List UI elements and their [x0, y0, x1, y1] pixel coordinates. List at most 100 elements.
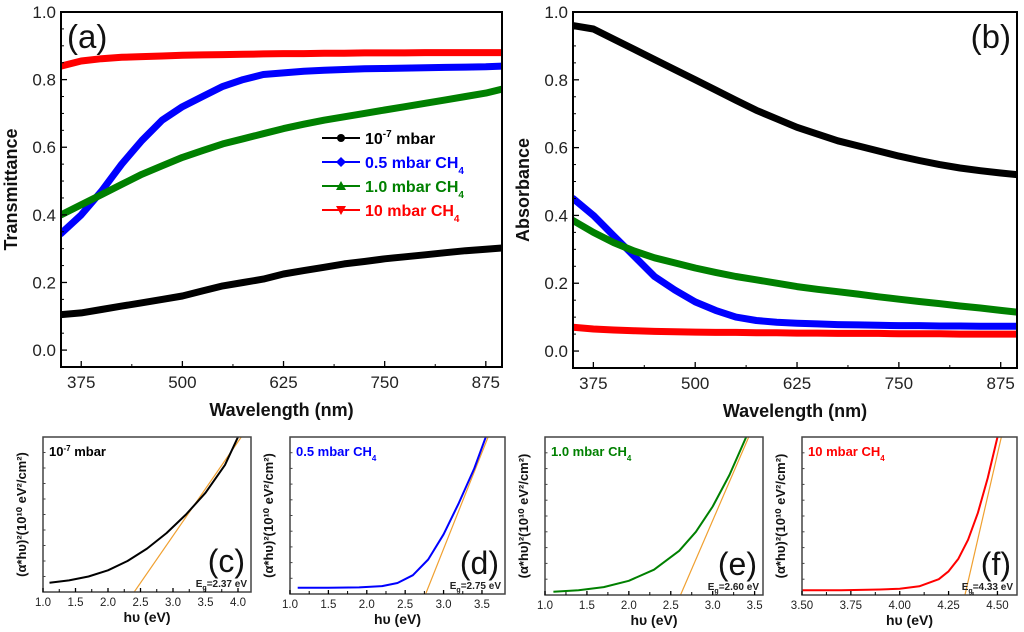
y-tick-label: 0.0: [544, 342, 568, 361]
panel-label: (a): [67, 18, 107, 55]
x-tick-label: 875: [472, 373, 500, 392]
x-tick-label: 1.5: [68, 597, 84, 609]
eg-symbol: E: [196, 579, 203, 590]
x-tick-label: 4.50: [986, 600, 1008, 612]
x-tick-label: 2.5: [133, 597, 149, 609]
eg-value: =4.33 eV: [973, 582, 1014, 593]
panel-label: (e): [718, 546, 757, 582]
panel-e: 1.0 1.5 2.0 2.5 3.0 3.5 hυ (eV) (α*hυ)²(10¹⁰ eV…: [516, 436, 764, 628]
title-main: 0.5 mbar CH: [296, 444, 372, 459]
legend-entry: 1.0 mbar CH4: [322, 179, 464, 201]
x-axis-label: hυ (eV): [123, 609, 170, 625]
x-tick-label: 4.25: [937, 600, 959, 612]
legend-label-suffix: mbar: [392, 131, 436, 148]
legend-label-sup: -7: [383, 129, 392, 140]
x-tick-label: 500: [681, 374, 709, 393]
y-axis-label: (α*hυ)²(10¹⁰ eV²/cm²): [773, 454, 788, 579]
panel-a: 375 500 625 750 875 0.0 0.2 0.4 0.6 0.8 1.0 Wavelen…: [1, 3, 503, 420]
eg-value: =2.37 eV: [207, 579, 248, 590]
panel-label: (c): [208, 543, 245, 579]
eg-subscript: g: [714, 588, 718, 595]
x-tick-label: 375: [67, 373, 95, 392]
legend-label-main: 1.0 mbar CH: [365, 179, 458, 196]
y-tick-label: 0.2: [544, 274, 568, 293]
plot-frame: [60, 11, 503, 368]
x-axis-label: hυ (eV): [630, 612, 677, 628]
y-tick-label: 0.4: [32, 206, 56, 225]
legend-label-main: 10: [365, 131, 383, 148]
eg-symbol: E: [962, 582, 969, 593]
x-tick-label: 750: [885, 374, 913, 393]
legend-label-sub: 4: [454, 214, 460, 225]
x-tick-label: 2.0: [621, 600, 637, 612]
eg-subscript: g: [456, 587, 460, 594]
x-tick-label: 2.0: [359, 599, 375, 611]
x-tick-label: 2.5: [663, 600, 679, 612]
x-axis-label: hυ (eV): [886, 612, 933, 628]
x-tick-label: 625: [783, 374, 811, 393]
legend-entry: 10-7 mbar: [322, 129, 435, 148]
panel-label: (f): [981, 546, 1011, 582]
title-main: 1.0 mbar CH: [551, 444, 627, 459]
series-line-3: [573, 323, 1017, 338]
x-tick-label: 875: [987, 374, 1015, 393]
legend-label-main: 0.5 mbar CH: [365, 155, 458, 172]
legend-label-sub: 4: [458, 166, 464, 177]
y-axis-label: Transmittance: [1, 128, 21, 250]
y-axis-label: Absorbance: [513, 138, 533, 242]
legend-marker-diamond: [336, 157, 346, 167]
x-axis-label: hυ (eV): [374, 611, 421, 627]
title-sub: 4: [880, 454, 885, 463]
series-line-2: [61, 85, 502, 219]
x-tick-label: 2.5: [397, 599, 413, 611]
x-tick-label: 1.0: [282, 599, 298, 611]
y-tick-label: 1.0: [32, 3, 56, 22]
legend-label-sub: 4: [458, 190, 464, 201]
legend-entry: 10 mbar CH4: [322, 203, 460, 225]
legend-entry: 0.5 mbar CH4: [322, 155, 464, 177]
title-sub: 4: [372, 454, 377, 463]
x-tick-label: 3.0: [705, 600, 721, 612]
eg-symbol: E: [450, 581, 457, 592]
x-tick-label: 4.0: [230, 597, 246, 609]
y-tick-label: 0.6: [544, 139, 568, 158]
panel-b: 375 500 625 750 875 0.0 0.2 0.4 0.6 0.8 1.0 Wavelen…: [513, 3, 1018, 421]
plot-frame: [572, 11, 1018, 369]
x-tick-label: 1.5: [320, 599, 336, 611]
y-tick-label: 0.4: [544, 206, 568, 225]
title-main: 10 mbar CH: [808, 444, 880, 459]
title-sub: 4: [627, 454, 632, 463]
x-tick-label: 750: [370, 373, 398, 392]
x-tick-label: 4.00: [889, 600, 911, 612]
x-tick-label: 3.0: [436, 599, 452, 611]
series-line-0: [802, 437, 999, 592]
legend-marker-triangle-down: [336, 206, 346, 215]
x-tick-label: 3.50: [791, 600, 813, 612]
bandgap-annotation: Eg=2.37 eV: [196, 579, 248, 592]
panel-title: 1.0 mbar CH4: [551, 444, 632, 463]
title-suffix: mbar: [71, 444, 106, 459]
x-tick-label: 3.0: [165, 597, 181, 609]
eg-subscript: g: [968, 588, 972, 595]
x-tick-label: 3.5: [747, 600, 763, 612]
series-line-0: [553, 437, 748, 593]
x-tick-label: 500: [168, 373, 196, 392]
x-tick-label: 625: [269, 373, 297, 392]
y-tick-label: 1.0: [544, 3, 568, 22]
bandgap-annotation: Eg=4.33 eV: [962, 582, 1014, 595]
series-line-0: [61, 244, 502, 319]
eg-value: =2.60 eV: [719, 582, 760, 593]
series-line-0: [49, 437, 239, 584]
y-tick-label: 0.2: [32, 273, 56, 292]
panel-title: 10-7 mbar: [49, 444, 106, 459]
eg-subscript: g: [202, 585, 206, 592]
tauc-fit-line: [133, 437, 242, 592]
y-tick-label: 0.8: [32, 71, 56, 90]
panel-label: (d): [460, 545, 499, 581]
x-tick-label: 1.5: [579, 600, 595, 612]
x-tick-label: 375: [579, 374, 607, 393]
y-tick-label: 0.8: [544, 71, 568, 90]
series-line-3: [61, 49, 502, 70]
x-tick-label: 1.0: [537, 600, 553, 612]
